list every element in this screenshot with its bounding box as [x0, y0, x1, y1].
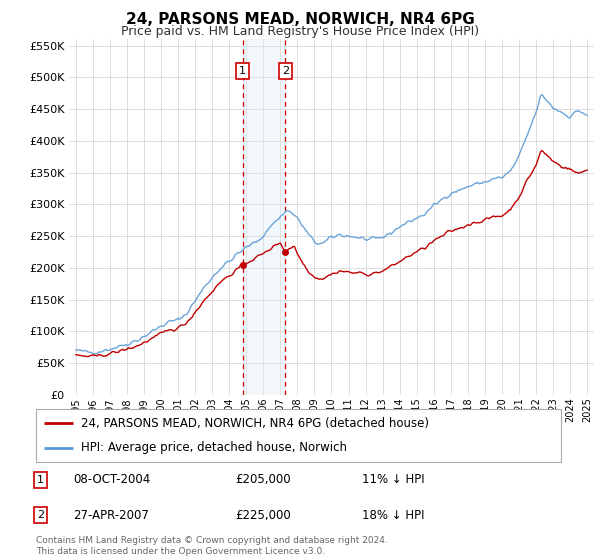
Text: 27-APR-2007: 27-APR-2007 — [73, 508, 149, 521]
Text: 11% ↓ HPI: 11% ↓ HPI — [361, 473, 424, 486]
Text: 1: 1 — [239, 66, 246, 76]
Text: 2: 2 — [37, 510, 44, 520]
Text: 24, PARSONS MEAD, NORWICH, NR4 6PG (detached house): 24, PARSONS MEAD, NORWICH, NR4 6PG (deta… — [80, 417, 428, 430]
Text: 2: 2 — [282, 66, 289, 76]
Bar — [242, 39, 286, 395]
Text: £225,000: £225,000 — [235, 508, 291, 521]
FancyBboxPatch shape — [36, 409, 561, 462]
Text: HPI: Average price, detached house, Norwich: HPI: Average price, detached house, Norw… — [80, 441, 347, 454]
Text: £205,000: £205,000 — [235, 473, 291, 486]
Text: 24, PARSONS MEAD, NORWICH, NR4 6PG: 24, PARSONS MEAD, NORWICH, NR4 6PG — [125, 12, 475, 27]
Text: 1: 1 — [37, 475, 44, 484]
Text: 08-OCT-2004: 08-OCT-2004 — [73, 473, 150, 486]
Text: Price paid vs. HM Land Registry's House Price Index (HPI): Price paid vs. HM Land Registry's House … — [121, 25, 479, 38]
Text: Contains HM Land Registry data © Crown copyright and database right 2024.
This d: Contains HM Land Registry data © Crown c… — [36, 536, 388, 556]
Text: 18% ↓ HPI: 18% ↓ HPI — [361, 508, 424, 521]
